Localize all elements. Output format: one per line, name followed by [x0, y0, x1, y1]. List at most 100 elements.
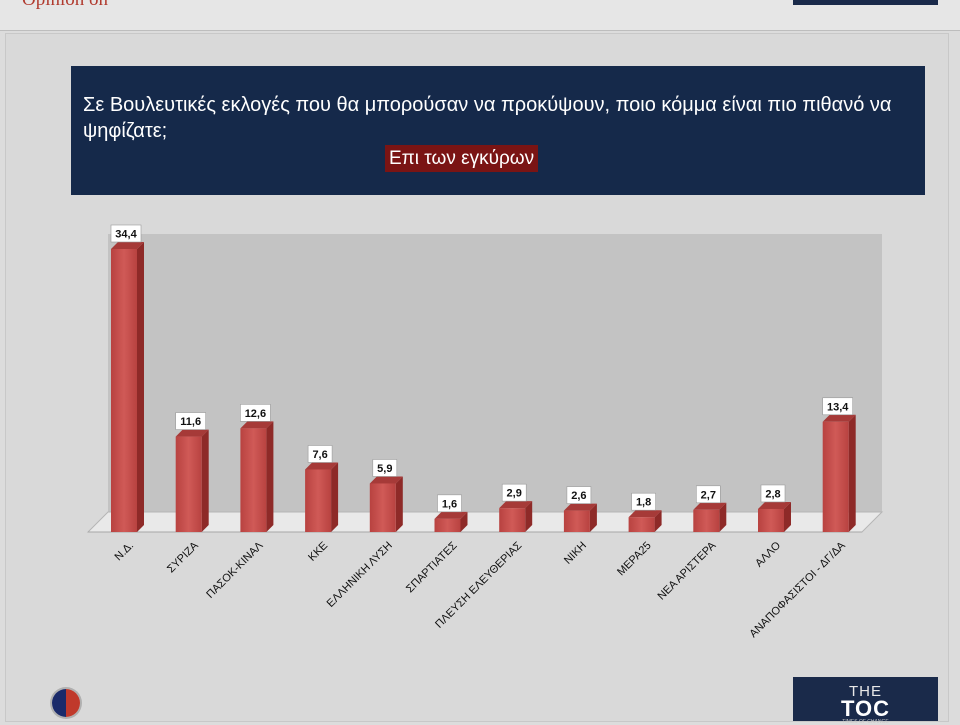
value-label-box	[760, 484, 786, 503]
question-subtitle: Επι των εγκύρων	[385, 145, 539, 172]
bar	[434, 511, 468, 532]
bar	[628, 510, 662, 532]
bar-top	[369, 476, 403, 484]
value-label: 2,9	[501, 483, 527, 502]
value-label: 1,8	[631, 492, 656, 511]
pie-logo-icon	[52, 689, 80, 717]
value-label-box	[175, 412, 206, 430]
brand-logo: THE TOC TIMES OF CHANGE	[793, 677, 938, 725]
value-label: 34,4	[110, 224, 142, 243]
bar-side	[331, 462, 339, 532]
value-label-text: 2,9	[507, 488, 522, 500]
bar-front	[434, 518, 461, 532]
value-label-text: 12,6	[245, 408, 266, 420]
value-label-text: 7,6	[312, 449, 327, 461]
value-label-box	[822, 397, 854, 416]
bar-front	[563, 510, 590, 532]
question-title: Σε Βουλευτικές εκλογές που θα μπορούσαν …	[83, 94, 892, 142]
bar-top	[175, 429, 209, 437]
value-label-box	[631, 492, 656, 511]
bar	[175, 429, 209, 532]
bar-front	[822, 421, 849, 532]
plot-back-wall	[108, 234, 882, 512]
value-label: 12,6	[240, 404, 271, 422]
bar-front	[758, 508, 784, 532]
bar-side	[654, 510, 662, 532]
value-label-text: 1,8	[636, 497, 651, 509]
value-label: 1,6	[437, 494, 462, 513]
value-label-text: 1,6	[442, 498, 457, 510]
bar-top	[305, 462, 339, 470]
bar-side	[784, 501, 791, 532]
bar-front	[111, 249, 137, 532]
bar-top	[240, 421, 274, 429]
bar-top	[628, 510, 662, 518]
bar-top	[822, 414, 856, 422]
category-label: ΚΚΕ	[306, 540, 330, 564]
value-label-box	[695, 485, 721, 504]
top-strip: Opinion on	[0, 0, 960, 31]
value-label: 7,6	[307, 445, 333, 463]
brand-logo-line1: THE	[849, 683, 882, 700]
category-label: ΑΛΛΟ	[753, 539, 783, 569]
bar-side	[719, 502, 727, 532]
bar-side	[460, 511, 468, 532]
top-logo-edge	[793, 0, 938, 5]
category-label: Ν.Δ.	[112, 540, 136, 564]
value-label: 2,6	[566, 486, 592, 504]
value-label: 2,8	[760, 484, 786, 503]
bar-front	[499, 508, 526, 532]
bar	[563, 503, 597, 532]
question-header: Σε Βουλευτικές εκλογές που θα μπορούσαν …	[71, 66, 925, 195]
brand-logo-line2: TOC	[840, 696, 891, 721]
bar-front	[305, 469, 332, 532]
bar	[822, 414, 856, 532]
bar-top	[499, 501, 533, 509]
value-label-text: 34,4	[115, 229, 137, 241]
bar	[369, 476, 403, 532]
bar-side	[589, 503, 597, 532]
bar-top	[563, 503, 597, 511]
value-label: 11,6	[175, 412, 206, 430]
brand-logo-line3: TIMES OF CHANGE	[842, 719, 889, 725]
bar	[499, 501, 533, 532]
value-label-box	[110, 224, 142, 243]
category-label: ΕΛΛΗΝΙΚΗ ΛΥΣΗ	[325, 540, 395, 610]
bar-side	[848, 414, 856, 532]
value-label-text: 5,9	[377, 463, 392, 475]
bar-side	[525, 501, 533, 532]
value-label-text: 11,6	[180, 416, 201, 428]
category-label: ΣΠΑΡΤΙΑΤΕΣ	[404, 540, 460, 596]
value-label-box	[437, 494, 462, 513]
value-label-text: 13,4	[827, 401, 849, 413]
value-label-text: 2,7	[701, 489, 716, 501]
bar-top	[693, 502, 727, 510]
bar	[693, 502, 727, 532]
value-label-box	[307, 445, 333, 463]
bar	[758, 501, 791, 532]
bar	[305, 462, 339, 532]
value-label-box	[372, 459, 398, 477]
bar	[111, 242, 144, 532]
category-label: ΜΕΡΑ25	[615, 540, 654, 579]
bar-front	[175, 436, 202, 532]
bar-front	[693, 509, 720, 532]
bar-front	[369, 483, 396, 532]
value-label: 13,4	[822, 397, 854, 416]
category-label: ΝΙΚΗ	[562, 540, 589, 567]
bar-side	[395, 476, 403, 532]
bar-side	[201, 429, 209, 532]
value-label-text: 2,8	[765, 488, 780, 500]
value-label-box	[240, 404, 271, 422]
value-label: 5,9	[372, 459, 398, 477]
value-label-text: 2,6	[571, 490, 586, 502]
bar-top	[111, 242, 144, 249]
value-label: 2,7	[695, 485, 721, 504]
bar-front	[628, 517, 655, 532]
bar-side	[266, 421, 274, 532]
top-brand-text: Opinion on	[22, 0, 108, 11]
bar-top	[758, 501, 791, 509]
value-label-box	[566, 486, 592, 504]
bar	[240, 421, 274, 532]
